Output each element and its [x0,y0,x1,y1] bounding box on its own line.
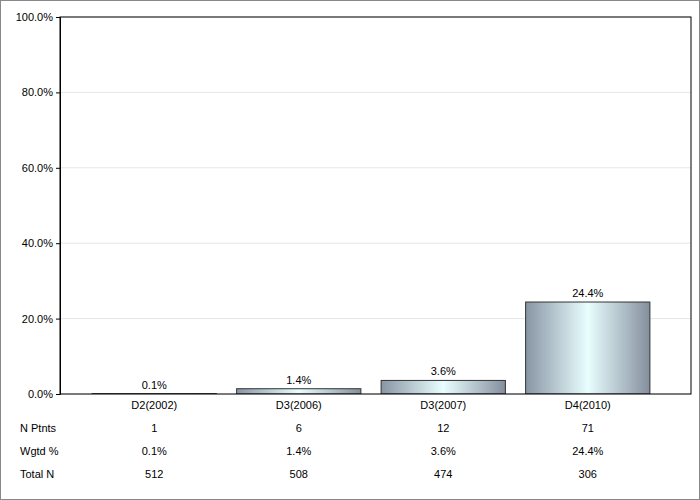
table-cell: 71 [582,422,594,434]
table-cell: 474 [434,468,452,480]
y-tick: 0.0% [28,388,60,400]
bar [381,380,505,394]
data-label: 0.1% [142,379,167,391]
outer-border [1,1,700,500]
x-tick-label: D4(2010) [565,399,611,411]
table-row-label: Wgtd % [20,445,59,457]
y-tick-mark [56,243,60,244]
table-row-label: N Ptnts [20,422,57,434]
y-tick-mark [56,17,60,18]
table-cell: 512 [145,468,163,480]
data-labels: 0.1% 1.4% 3.6% 24.4% [142,287,604,391]
grid [60,17,691,394]
plot-frame [60,17,691,394]
y-tick-mark [56,92,60,93]
data-label: 3.6% [431,365,456,377]
y-tick-mark [56,168,60,169]
table-row-label: Total N [20,468,54,480]
table-cell: 1 [151,422,157,434]
table-cell: 6 [296,422,302,434]
table-cell: 1.4% [286,445,311,457]
y-tick: 60.0% [22,162,60,174]
x-axis-line [83,394,661,395]
table-cell: 508 [290,468,308,480]
data-label: 24.4% [572,287,603,299]
data-label: 1.4% [286,374,311,386]
x-tick: D2(2002) [131,394,177,411]
y-tick-label: 60.0% [22,162,53,174]
x-axis: D2(2002) D3(2006) D3(2007) D4(2010) [83,394,661,411]
y-tick: 80.0% [22,86,60,98]
y-tick-label: 0.0% [28,388,53,400]
x-tick: D4(2010) [565,394,611,411]
x-tick-label: D3(2007) [420,399,466,411]
y-axis-line [56,18,61,395]
y-tick-mark [56,394,60,395]
x-tick-label: D3(2006) [276,399,322,411]
x-tick-label: D2(2002) [131,399,177,411]
bar [526,302,650,394]
table-cell: 306 [579,468,597,480]
y-tick: 20.0% [22,313,60,325]
y-tick-label: 100.0% [16,11,54,23]
bar [237,389,361,394]
chart: 0.0% 20.0% 40.0% 60.0% 80.0% 100.0% D2(2002) D3… [0,0,700,500]
table-cell: 3.6% [431,445,456,457]
table-cell: 24.4% [572,445,603,457]
y-tick: 40.0% [22,237,60,249]
y-tick-mark [56,319,60,320]
y-tick-label: 20.0% [22,313,53,325]
y-tick-label: 80.0% [22,86,53,98]
grid-line [60,167,691,168]
table-cell: 12 [437,422,449,434]
x-tick: D3(2007) [420,394,466,411]
grid-line [60,243,691,244]
grid-line [60,92,691,93]
table-cell: 0.1% [142,445,167,457]
bars [92,302,650,394]
x-tick: D3(2006) [276,394,322,411]
data-table: N Ptnts 1 6 12 71 Wgtd % 0.1% 1.4% 3.6% 24.4% Tota… [20,422,604,480]
y-tick: 100.0% [16,11,60,23]
y-axis: 0.0% 20.0% 40.0% 60.0% 80.0% 100.0% [16,11,61,400]
y-tick-label: 40.0% [22,237,53,249]
